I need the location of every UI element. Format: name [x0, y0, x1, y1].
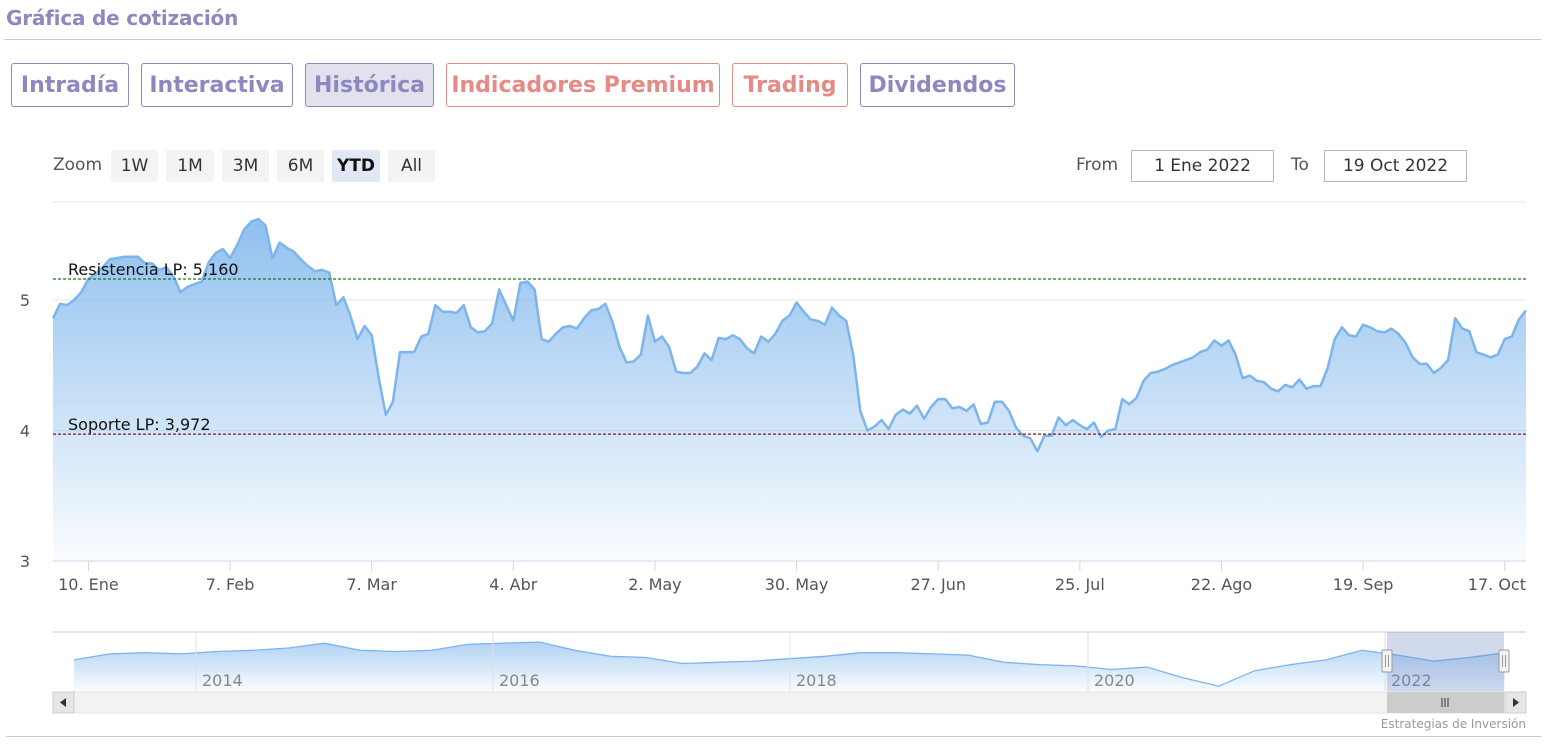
navigator-tick-label: 2016 [499, 671, 540, 690]
x-tick-label: 7. Feb [206, 575, 255, 594]
resistance-label: Resistencia LP: 5,160 [68, 260, 239, 279]
y-tick-label: 3 [20, 552, 30, 571]
y-tick-label: 5 [20, 291, 30, 310]
navigator-right-handle[interactable] [1498, 649, 1510, 673]
range-to-label: To [1291, 155, 1309, 175]
zoom-1m-button[interactable]: 1M [166, 150, 214, 182]
x-tick-label: 30. May [765, 575, 829, 594]
navigator-tick-label: 2014 [202, 671, 243, 690]
tab-trading[interactable]: Trading [732, 63, 848, 107]
credits-label: Estrategias de Inversión [1381, 717, 1526, 731]
x-tick-label: 19. Sep [1333, 575, 1394, 594]
zoom-ytd-button[interactable]: YTD [332, 150, 380, 182]
x-tick-label: 25. Jul [1055, 575, 1105, 594]
x-tick-label: 4. Abr [489, 575, 537, 594]
zoom-3m-button[interactable]: 3M [222, 150, 269, 182]
navigator-scrollbar[interactable] [52, 691, 1527, 714]
range-to-input[interactable]: 19 Oct 2022 [1324, 150, 1467, 182]
navigator-tick-label: 2020 [1094, 671, 1135, 690]
tab-interactiva[interactable]: Interactiva [141, 63, 293, 107]
zoom-label: Zoom [53, 155, 103, 175]
navigator-left-handle[interactable] [1381, 649, 1393, 673]
navigator-tick-label: 2018 [796, 671, 837, 690]
x-tick-label: 10. Ene [58, 575, 119, 594]
tab-indicadores-premium[interactable]: Indicadores Premium [446, 63, 720, 107]
bottom-divider [6, 736, 1541, 737]
page-title: Gráfica de cotización [6, 6, 239, 30]
x-tick-label: 22. Ago [1191, 575, 1252, 594]
title-divider [4, 39, 1541, 40]
price-area-fill [53, 219, 1526, 561]
tab-historica[interactable]: Histórica [305, 63, 434, 107]
x-tick-label: 7. Mar [346, 575, 397, 594]
y-tick-label: 4 [20, 421, 30, 440]
scroll-left-arrow-icon[interactable] [52, 691, 75, 714]
support-label: Soporte LP: 3,972 [68, 415, 211, 434]
range-from-label: From [1076, 155, 1119, 175]
x-tick-label: 17. Oct [1468, 575, 1526, 594]
navigator-tick-label: 2022 [1391, 671, 1432, 690]
price-series-line [51, 217, 1527, 453]
range-from-input[interactable]: 1 Ene 2022 [1131, 150, 1274, 182]
x-tick-label: 27. Jun [910, 575, 966, 594]
zoom-6m-button[interactable]: 6M [277, 150, 324, 182]
scroll-right-arrow-icon[interactable] [1504, 691, 1527, 714]
tab-intradia[interactable]: Intradía [11, 63, 129, 107]
x-tick-label: 2. May [628, 575, 681, 594]
tab-dividendos[interactable]: Dividendos [860, 63, 1015, 107]
zoom-1w-button[interactable]: 1W [111, 150, 158, 182]
zoom-all-button[interactable]: All [388, 150, 435, 182]
